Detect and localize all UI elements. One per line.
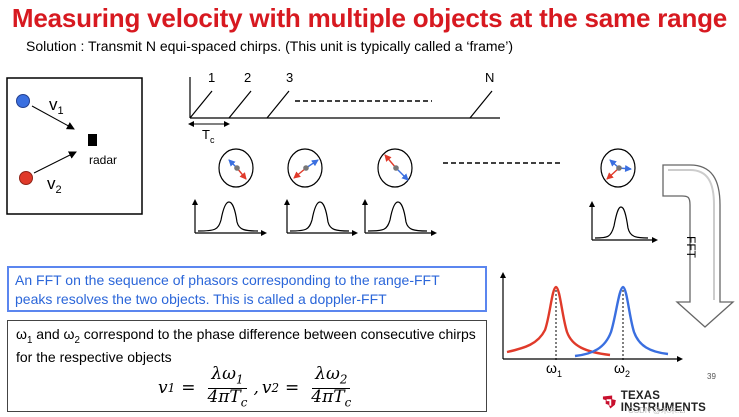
- slide-number: 39: [707, 372, 716, 381]
- phasor-2: [287, 148, 323, 188]
- range-fft-plot-1: [192, 199, 267, 236]
- chirp-2: [228, 90, 252, 119]
- range-fft-plot-3: [362, 199, 437, 236]
- radar-label: radar: [89, 153, 117, 167]
- tc-label: Tc: [202, 127, 215, 145]
- equation-box: ω1 and ω2 correspond to the phase differ…: [7, 320, 487, 412]
- phasor-1: [218, 148, 254, 188]
- doppler-peak-blue: [574, 285, 669, 358]
- phasor-n: [600, 148, 636, 188]
- scene-box: v1 v2 radar: [6, 77, 143, 215]
- omega-1-label: ω1: [546, 360, 562, 379]
- v2-arrow: [33, 151, 77, 174]
- omega-description: ω1 and ω2 correspond to the phase differ…: [16, 326, 476, 365]
- v2-label: v2: [47, 174, 62, 196]
- fft-arrow: FFT: [662, 164, 735, 328]
- chirp-timeline: 1 2 3 N Tc: [188, 70, 500, 145]
- v1-label: v1: [49, 95, 64, 117]
- chirp-n: [469, 90, 493, 119]
- ti-logo: TEXAS INSTRUMENTS: [602, 390, 739, 414]
- chirp-label-1: 1: [208, 70, 215, 85]
- object-1-icon: [16, 94, 30, 108]
- radar-icon: [88, 134, 97, 146]
- v1-arrow: [31, 105, 75, 130]
- slide-title: Measuring velocity with multiple objects…: [11, 3, 728, 33]
- chirp-3: [266, 90, 290, 119]
- range-fft-plot-2: [284, 199, 358, 236]
- doppler-fft-note: An FFT on the sequence of phasors corres…: [7, 266, 487, 312]
- doppler-fft-plot: ω1 ω2: [500, 272, 683, 379]
- range-fft-plot-n: [589, 201, 658, 243]
- watermark: CSDN @木木.Li: [628, 406, 686, 415]
- object-2-icon: [19, 171, 33, 185]
- omega-2-label: ω2: [614, 360, 630, 379]
- fft-label: FFT: [684, 236, 698, 259]
- ti-logo-text: TEXAS INSTRUMENTS: [620, 390, 707, 414]
- chirp-1: [189, 90, 213, 119]
- phasor-3: [377, 148, 413, 188]
- slide-subtitle: Solution : Transmit N equi-spaced chirps…: [26, 38, 514, 54]
- ti-logo-icon: [602, 395, 616, 409]
- chirp-label-3: 3: [286, 70, 293, 85]
- doppler-peak-red: [506, 285, 611, 357]
- chirp-label-n: N: [485, 70, 494, 85]
- chirp-label-2: 2: [244, 70, 251, 85]
